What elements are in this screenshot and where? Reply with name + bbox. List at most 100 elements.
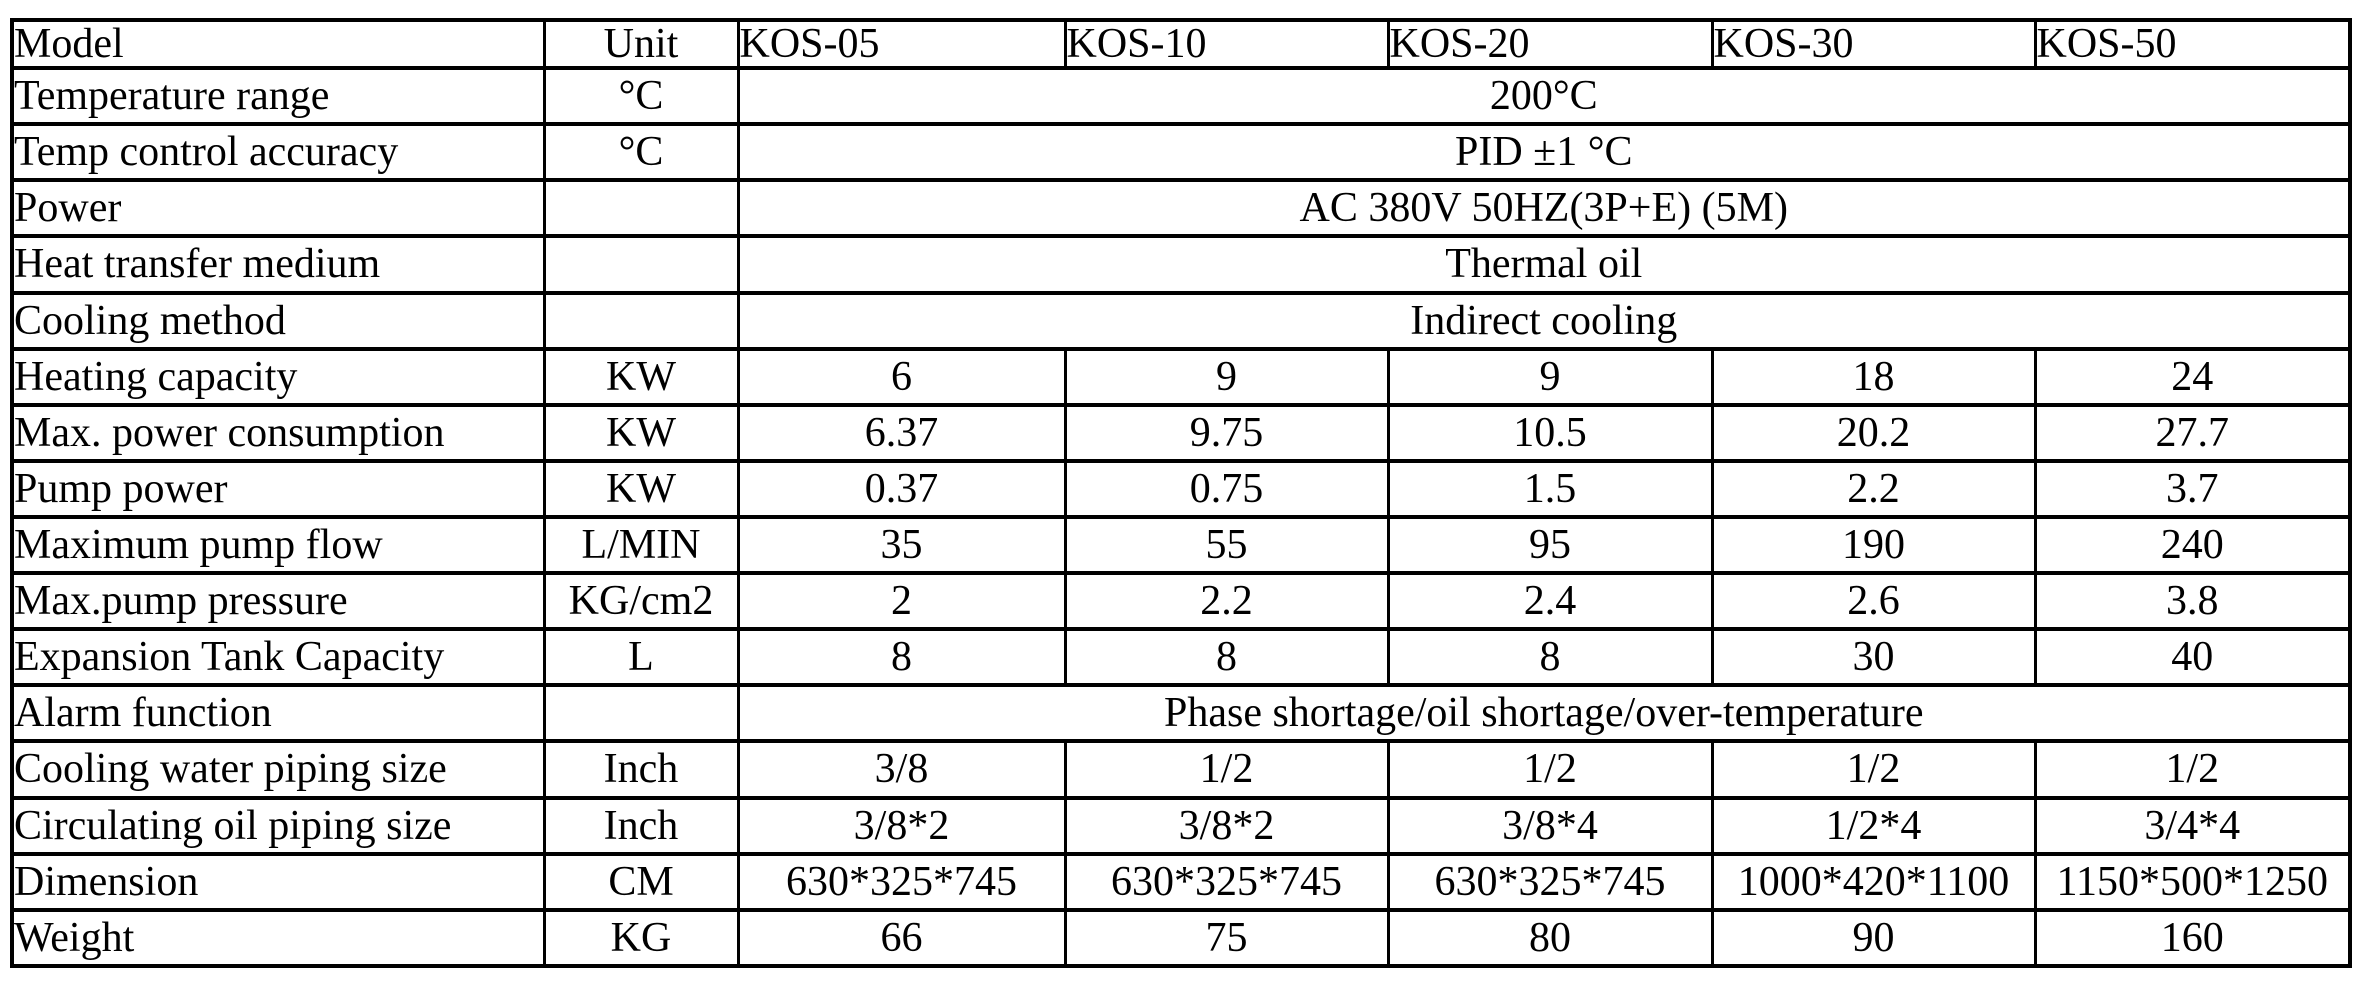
row-label-cell: Temperature range [10, 66, 546, 127]
value-cell: 6.37 [736, 402, 1067, 463]
row-label-cell: Cooling method [10, 290, 546, 351]
header-model-kos-20: KOS-20 [1386, 17, 1714, 71]
table-row: Cooling water piping size Inch 3/8 1/2 1/2 1/… [10, 739, 2352, 800]
value-cell: 1/2 [1710, 739, 2037, 800]
header-model-kos-10: KOS-10 [1063, 17, 1390, 71]
row-label-cell: Alarm function [10, 683, 546, 744]
header-row: Model Unit KOS-05 KOS-10 KOS-20 KOS-30 K… [10, 17, 2352, 71]
table-row: Weight KG 66 75 80 90 160 [10, 907, 2352, 969]
value-cell: 1.5 [1386, 458, 1714, 519]
value-cell: 2.6 [1710, 571, 2037, 632]
unit-cell [542, 683, 740, 744]
value-cell: 0.37 [736, 458, 1067, 519]
row-label-cell: Circulating oil piping size [10, 795, 546, 856]
value-cell: 20.2 [1710, 402, 2037, 463]
value-cell: 9 [1386, 346, 1714, 407]
unit-cell: KW [542, 346, 740, 407]
value-cell: 1150*500*1250 [2033, 851, 2352, 912]
value-cell: 9 [1063, 346, 1390, 407]
unit-cell: L [542, 627, 740, 688]
value-cell: 160 [2033, 907, 2352, 969]
value-cell: 55 [1063, 514, 1390, 576]
value-cell: 75 [1063, 907, 1390, 969]
value-cell: 2.2 [1710, 458, 2037, 519]
span-value-cell: Phase shortage/oil shortage/over-tempera… [736, 683, 2352, 744]
row-label-cell: Max.pump pressure [10, 571, 546, 632]
table-row: Heat transfer medium Thermal oil [10, 234, 2352, 295]
unit-cell: L/MIN [542, 514, 740, 576]
value-cell: 90 [1710, 907, 2037, 969]
unit-cell [542, 178, 740, 239]
row-label-cell: Power [10, 178, 546, 239]
table-row: Temperature range °C 200°C [10, 66, 2352, 127]
unit-cell: °C [542, 122, 740, 183]
unit-cell [542, 234, 740, 295]
value-cell: 630*325*745 [1063, 851, 1390, 912]
unit-cell: KG [542, 907, 740, 969]
value-cell: 1/2*4 [1710, 795, 2037, 856]
span-value-cell: Indirect cooling [736, 290, 2352, 351]
unit-cell: Inch [542, 739, 740, 800]
table-row: Cooling method Indirect cooling [10, 290, 2352, 351]
table-row: Maximum pump flow L/MIN 35 55 95 190 240 [10, 514, 2352, 576]
value-cell: 3/4*4 [2033, 795, 2352, 856]
value-cell: 35 [736, 514, 1067, 576]
value-cell: 66 [736, 907, 1067, 969]
row-label-cell: Dimension [10, 851, 546, 912]
value-cell: 3/8 [736, 739, 1067, 800]
span-value-cell: 200°C [736, 66, 2352, 127]
span-value-cell: PID ±1 °C [736, 122, 2352, 183]
unit-cell: Inch [542, 795, 740, 856]
unit-cell: CM [542, 851, 740, 912]
row-label-cell: Maximum pump flow [10, 514, 546, 576]
unit-cell [542, 290, 740, 351]
row-label-cell: Heat transfer medium [10, 234, 546, 295]
header-unit-label: Unit [542, 17, 740, 71]
row-label-cell: Expansion Tank Capacity [10, 627, 546, 688]
value-cell: 8 [1063, 627, 1390, 688]
value-cell: 1/2 [1386, 739, 1714, 800]
row-label-cell: Pump power [10, 458, 546, 519]
table-row: Alarm function Phase shortage/oil shortag… [10, 683, 2352, 744]
value-cell: 30 [1710, 627, 2037, 688]
value-cell: 6 [736, 346, 1067, 407]
value-cell: 2.2 [1063, 571, 1390, 632]
value-cell: 190 [1710, 514, 2037, 576]
value-cell: 8 [736, 627, 1067, 688]
row-label-cell: Max. power consumption [10, 402, 546, 463]
table-row: Heating capacity KW 6 9 9 18 24 [10, 346, 2352, 407]
table-row: Temp control accuracy °C PID ±1 °C [10, 122, 2352, 183]
value-cell: 80 [1386, 907, 1714, 969]
value-cell: 1000*420*1100 [1710, 851, 2037, 912]
value-cell: 1/2 [2033, 739, 2352, 800]
table-row: Max.pump pressure KG/cm2 2 2.2 2.4 2.6 3.8 [10, 571, 2352, 632]
value-cell: 3.7 [2033, 458, 2352, 519]
header-model-label: Model [10, 17, 546, 71]
value-cell: 9.75 [1063, 402, 1390, 463]
value-cell: 630*325*745 [736, 851, 1067, 912]
unit-cell: °C [542, 66, 740, 127]
value-cell: 630*325*745 [1386, 851, 1714, 912]
value-cell: 3/8*2 [1063, 795, 1390, 856]
row-label-cell: Heating capacity [10, 346, 546, 407]
spec-table: Model Unit KOS-05 KOS-10 KOS-20 KOS-30 K… [10, 17, 2352, 969]
value-cell: 18 [1710, 346, 2037, 407]
value-cell: 1/2 [1063, 739, 1390, 800]
table-row: Max. power consumption KW 6.37 9.75 10.5 20.2… [10, 402, 2352, 463]
table-row: Dimension CM 630*325*745 630*325*745 630*325… [10, 851, 2352, 912]
value-cell: 3/8*2 [736, 795, 1067, 856]
value-cell: 10.5 [1386, 402, 1714, 463]
row-label-cell: Weight [10, 907, 546, 969]
span-value-cell: Thermal oil [736, 234, 2352, 295]
header-model-kos-30: KOS-30 [1710, 17, 2037, 71]
header-model-kos-05: KOS-05 [736, 17, 1067, 71]
value-cell: 0.75 [1063, 458, 1390, 519]
unit-cell: KW [542, 402, 740, 463]
value-cell: 24 [2033, 346, 2352, 407]
value-cell: 8 [1386, 627, 1714, 688]
table-row: Power AC 380V 50HZ(3P+E) (5M) [10, 178, 2352, 239]
value-cell: 240 [2033, 514, 2352, 576]
unit-cell: KW [542, 458, 740, 519]
unit-cell: KG/cm2 [542, 571, 740, 632]
